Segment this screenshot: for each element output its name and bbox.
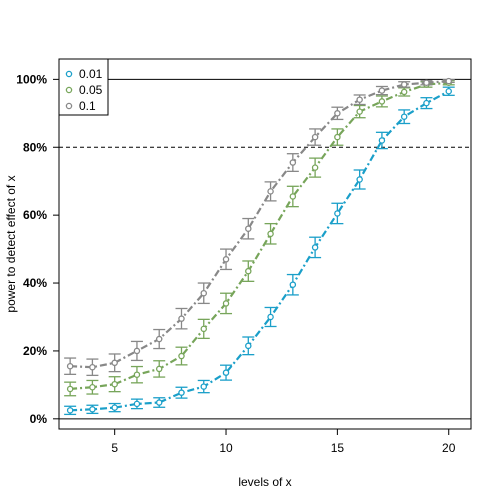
data-point-2-14	[378, 87, 386, 94]
legend-marker-2	[65, 102, 73, 110]
data-point-2-4	[155, 335, 163, 343]
data-point-1-0	[66, 385, 74, 393]
legend-marker-1	[65, 86, 73, 94]
data-point-1-3	[133, 371, 141, 378]
data-point-2-10	[289, 159, 297, 166]
series-line-0	[70, 90, 450, 412]
data-point-1-12	[334, 133, 341, 141]
data-point-0-17	[445, 87, 452, 95]
data-point-0-1	[89, 406, 96, 413]
legend-box	[58, 58, 109, 116]
data-point-1-14	[378, 98, 386, 105]
data-point-0-12	[334, 210, 341, 217]
data-point-0-5	[178, 389, 185, 396]
legend-label-2: 0.1	[79, 99, 96, 113]
data-point-1-11	[311, 164, 319, 171]
data-point-0-8	[245, 342, 252, 350]
data-point-0-3	[133, 400, 141, 408]
data-point-2-6	[200, 289, 208, 297]
data-point-0-2	[111, 404, 118, 411]
x-axis-title: levels of x	[238, 475, 291, 489]
data-point-2-7	[222, 256, 230, 263]
data-point-2-15	[400, 81, 408, 88]
data-point-1-15	[400, 88, 408, 96]
data-point-2-9	[267, 188, 274, 195]
y-axis-title: power to detect effect of x	[4, 175, 18, 312]
data-point-2-1	[89, 363, 96, 371]
data-point-0-4	[155, 399, 163, 406]
legend-label-0: 0.01	[79, 67, 103, 81]
plot-content	[59, 77, 471, 420]
series-line-1	[70, 81, 449, 390]
data-point-1-4	[155, 365, 163, 373]
x-tick-label-1: 10	[219, 441, 233, 455]
data-point-2-16	[423, 79, 430, 87]
data-point-2-17	[445, 77, 452, 85]
legend: 0.01 0.05 0.1	[58, 58, 109, 116]
data-point-0-0	[66, 407, 74, 414]
data-point-2-5	[178, 315, 185, 322]
data-point-1-5	[178, 352, 185, 360]
data-point-1-10	[289, 193, 297, 200]
data-point-1-13	[356, 108, 363, 115]
axes: 5 10 15 20 0% 20% 40% 60% 80% 100%	[16, 72, 455, 455]
data-point-0-16	[423, 99, 430, 107]
x-tick-label-2: 15	[331, 441, 345, 455]
data-point-0-11	[311, 244, 319, 251]
data-point-0-6	[200, 383, 208, 390]
y-tick-label-4: 80%	[23, 140, 47, 154]
data-point-1-8	[245, 267, 252, 275]
legend-marker-0	[65, 70, 73, 78]
series-line-2	[70, 80, 449, 369]
data-point-0-15	[400, 113, 408, 120]
data-point-1-7	[222, 300, 230, 307]
data-point-1-9	[267, 230, 274, 238]
data-point-1-6	[200, 325, 208, 333]
data-point-1-1	[89, 383, 96, 391]
plot-frame	[58, 58, 472, 430]
data-point-2-13	[356, 96, 363, 103]
data-point-0-7	[222, 369, 230, 376]
data-point-2-11	[311, 133, 319, 141]
data-point-0-9	[267, 313, 274, 321]
x-tick-label-3: 20	[442, 441, 456, 455]
data-point-2-12	[334, 110, 341, 117]
y-tick-label-3: 60%	[23, 208, 47, 222]
data-point-1-2	[111, 380, 118, 388]
data-point-0-14	[378, 137, 386, 144]
x-tick-label-0: 5	[111, 441, 118, 455]
data-point-2-2	[111, 359, 118, 367]
y-tick-label-0: 0%	[30, 412, 48, 426]
y-tick-label-5: 100%	[16, 72, 47, 86]
data-point-0-13	[356, 176, 363, 183]
data-point-2-8	[245, 225, 252, 232]
y-tick-label-1: 20%	[23, 344, 47, 358]
legend-label-1: 0.05	[79, 83, 103, 97]
data-point-2-3	[133, 347, 141, 355]
data-point-0-10	[289, 281, 297, 288]
y-tick-label-2: 40%	[23, 276, 47, 290]
data-point-2-0	[66, 362, 74, 370]
